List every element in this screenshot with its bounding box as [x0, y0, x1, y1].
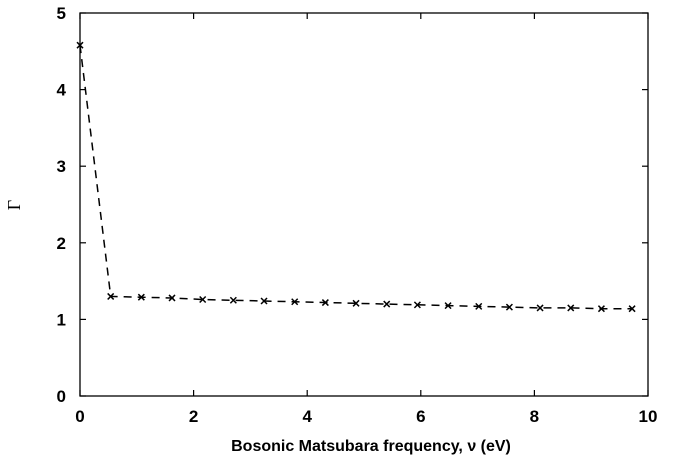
data-point-marker: [291, 298, 299, 306]
x-tick-label: 6: [416, 407, 425, 426]
data-point-marker: [505, 303, 513, 311]
data-point-marker: [107, 292, 115, 300]
markers: [76, 41, 636, 313]
data-point-marker: [383, 300, 391, 308]
data-point-marker: [321, 299, 329, 307]
x-axis-label: Bosonic Matsubara frequency, ν (eV): [231, 438, 511, 455]
y-tick-label: 2: [57, 234, 66, 253]
y-axis-label: Γ: [4, 200, 24, 210]
data-point-marker: [76, 41, 84, 49]
y-tick-label: 3: [57, 157, 66, 176]
y-tick-label: 0: [57, 387, 66, 406]
data-point-marker: [567, 304, 575, 312]
ticks: [79, 12, 649, 397]
tick-labels: 0 2 4 6 8 10 0 1 2 3 4 5: [57, 4, 658, 426]
data-point-marker: [229, 296, 237, 304]
data-point-marker: [137, 293, 145, 301]
y-tick-label: 1: [57, 310, 66, 329]
plot-frame: [79, 12, 649, 397]
data-point-marker: [536, 304, 544, 312]
y-tick-label: 5: [57, 4, 66, 23]
x-tick-label: 10: [639, 407, 658, 426]
x-tick-label: 4: [302, 407, 312, 426]
y-tick-label: 4: [57, 81, 67, 100]
x-tick-label: 8: [530, 407, 539, 426]
series-line: [79, 45, 633, 310]
x-tick-label: 2: [189, 407, 198, 426]
data-point-marker: [413, 301, 421, 309]
data-point-marker: [444, 302, 452, 310]
x-tick-label: 0: [75, 407, 84, 426]
data-point-marker: [597, 305, 605, 313]
data-point-marker: [352, 299, 360, 307]
data-point-marker: [199, 295, 207, 304]
data-point-marker: [475, 302, 483, 310]
data-point-marker: [628, 305, 636, 313]
data-point-marker: [168, 294, 176, 302]
data-point-marker: [260, 297, 268, 305]
